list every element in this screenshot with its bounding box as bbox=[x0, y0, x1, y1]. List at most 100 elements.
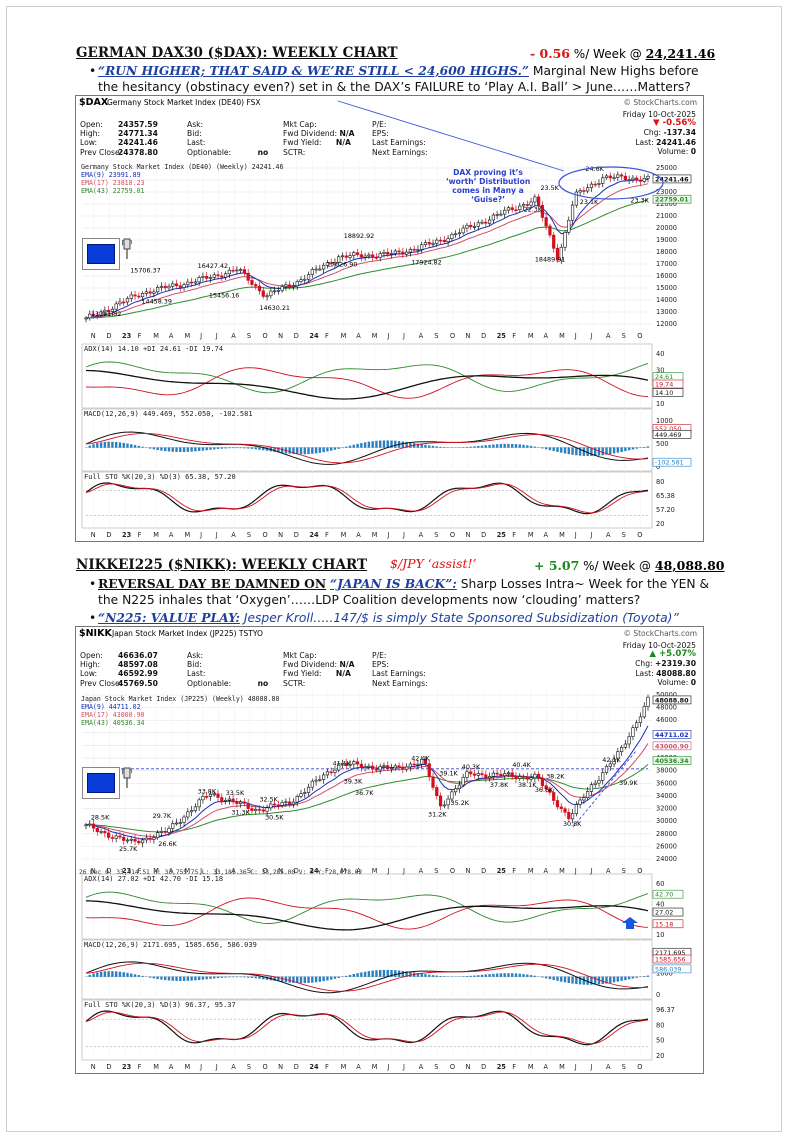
candle-body bbox=[254, 808, 258, 811]
month-label-bottom: J bbox=[574, 531, 577, 539]
dax-color-swatch[interactable] bbox=[82, 238, 120, 270]
dax-pe: P/E: bbox=[372, 120, 387, 129]
macd-histogram-bar bbox=[148, 447, 152, 449]
candle-body bbox=[265, 295, 269, 298]
macd-histogram-bar bbox=[122, 972, 125, 977]
triangle-up-icon: ▲ bbox=[649, 649, 656, 660]
macd-histogram-bar bbox=[363, 442, 367, 448]
candle-body bbox=[227, 269, 231, 275]
adx-tick: 10 bbox=[656, 400, 664, 408]
nikkei-bullet1-text: Sharp Losses Intra~ Week for the YEN & t… bbox=[98, 577, 710, 607]
price-tick-label: 46000 bbox=[656, 716, 677, 724]
month-label-bottom: M bbox=[528, 1063, 534, 1071]
price-tag-label: 24241.46 bbox=[655, 175, 689, 183]
pin-icon[interactable]: pin bbox=[120, 767, 134, 797]
nikkei-eps: EPS: bbox=[372, 660, 389, 670]
nikkei-last: 48088.80 bbox=[656, 668, 696, 678]
price-tick-label: 28000 bbox=[656, 830, 677, 838]
macd-histogram-bar bbox=[480, 445, 484, 448]
candle-body bbox=[570, 813, 575, 820]
macd-histogram-bar bbox=[461, 447, 465, 448]
dax-last: 24241.46 bbox=[656, 137, 696, 147]
candle-body bbox=[156, 832, 160, 839]
adx-tick: 40 bbox=[656, 350, 664, 358]
macd-histogram-bar bbox=[492, 444, 495, 448]
price-annotation: 26.6K bbox=[158, 840, 177, 848]
price-annotation: 15706.37 bbox=[130, 267, 161, 275]
candle-body bbox=[190, 281, 194, 284]
plus-di-line bbox=[85, 361, 649, 394]
dax-optionable-value: no bbox=[257, 147, 269, 157]
month-label: M bbox=[372, 867, 378, 875]
macd-histogram-bar bbox=[107, 441, 110, 448]
macd-histogram-bar bbox=[122, 442, 125, 448]
candle-body bbox=[288, 284, 292, 288]
macd-histogram-bar bbox=[371, 970, 374, 977]
macd-histogram-bar bbox=[605, 976, 608, 984]
candle-body bbox=[642, 177, 646, 182]
macd-histogram-bar bbox=[111, 441, 114, 448]
dax-ohlc-values: 24357.59 24771.34 24241.46 24378.80 bbox=[118, 120, 158, 157]
month-label-bottom: S bbox=[434, 1063, 438, 1071]
dax-chart: $DAX Germany Stock Market Index (DE40) F… bbox=[75, 95, 704, 542]
macd-histogram-bar bbox=[529, 445, 533, 448]
candle-body bbox=[431, 243, 435, 245]
candle-body bbox=[427, 242, 431, 245]
candle-body bbox=[408, 248, 412, 253]
candle-body bbox=[586, 791, 590, 798]
candle-body bbox=[619, 746, 624, 752]
macd-histogram-bar bbox=[250, 976, 254, 978]
candle-body bbox=[107, 309, 111, 312]
month-label: A bbox=[231, 867, 236, 875]
month-label-bottom: M bbox=[528, 531, 534, 539]
macd-histogram-bar bbox=[635, 447, 638, 449]
macd-histogram-bar bbox=[103, 971, 107, 977]
ema43-line bbox=[86, 764, 649, 833]
candle-body bbox=[201, 796, 205, 801]
month-label: M bbox=[528, 867, 534, 875]
macd-histogram-bar bbox=[428, 974, 431, 977]
arrow-up-icon bbox=[622, 917, 638, 929]
macd-histogram-bar bbox=[465, 976, 469, 977]
candle-body bbox=[84, 317, 88, 320]
month-label: M bbox=[153, 332, 159, 340]
month-label: N bbox=[278, 332, 283, 340]
price-annotation: 36.6K bbox=[535, 786, 554, 794]
macd-histogram-bar bbox=[544, 447, 548, 450]
nikkei-chg-label: Chg: bbox=[635, 659, 653, 669]
price-annotation: 18892.92 bbox=[344, 232, 375, 240]
macd-tag-box bbox=[652, 964, 692, 974]
month-label-bottom: A bbox=[606, 531, 611, 539]
dax-chg: -137.34 bbox=[663, 128, 696, 138]
macd-tag-label: 1585.656 bbox=[655, 956, 686, 964]
month-label: F bbox=[512, 332, 516, 340]
candle-body bbox=[578, 190, 582, 193]
candle-body bbox=[310, 269, 314, 276]
macd-histogram-bar bbox=[567, 447, 570, 455]
candle-body bbox=[156, 287, 160, 293]
candle-body bbox=[544, 217, 548, 227]
macd-histogram-bar bbox=[609, 976, 612, 983]
nikkei-chart-name: Japan Stock Market Index (JP225) TSTYO bbox=[112, 629, 263, 638]
nikkei-bullet1-lead: REVERSAL DAY BE DAMNED ON bbox=[98, 576, 327, 591]
macd-histogram-bar bbox=[246, 447, 250, 449]
month-label-bottom: N bbox=[91, 1063, 96, 1071]
month-label-bottom: J bbox=[215, 531, 218, 539]
month-label: D bbox=[481, 332, 486, 340]
candle-body bbox=[125, 839, 130, 842]
nikkei-color-swatch[interactable] bbox=[82, 767, 120, 799]
macd-histogram-bar bbox=[126, 443, 129, 448]
macd-histogram-bar bbox=[160, 976, 163, 980]
pin-icon[interactable]: pin bbox=[120, 238, 134, 268]
price-tag-label: 44711.02 bbox=[655, 731, 689, 739]
month-label-bottom: D bbox=[294, 1063, 299, 1071]
candle-body bbox=[95, 827, 99, 833]
macd-histogram-bar bbox=[205, 976, 208, 980]
dax-legend-title: Germany Stock Market Index (DE40) (Weekl… bbox=[81, 163, 284, 171]
candle-body bbox=[563, 808, 567, 813]
month-label-bottom: J bbox=[199, 1063, 202, 1071]
candle-body bbox=[140, 293, 145, 298]
candle-body bbox=[608, 763, 612, 767]
macd-histogram-bar bbox=[514, 444, 518, 448]
candle-body bbox=[487, 219, 492, 224]
